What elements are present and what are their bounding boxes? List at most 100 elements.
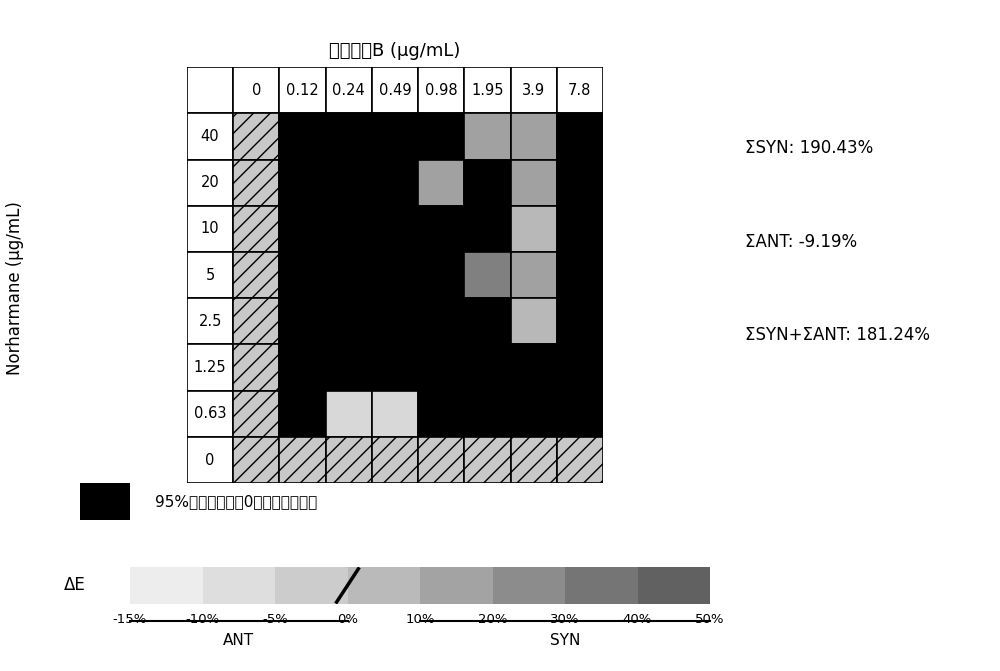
Bar	[233, 160, 279, 206]
Bar	[511, 437, 557, 483]
Text: ΔE: ΔE	[64, 576, 86, 595]
Text: 0.98: 0.98	[425, 83, 458, 98]
Bar	[279, 344, 326, 391]
Bar	[557, 160, 603, 206]
Text: 5: 5	[205, 268, 215, 282]
Text: 30%: 30%	[550, 613, 580, 626]
Text: 2.5: 2.5	[198, 314, 222, 329]
Bar	[511, 391, 557, 437]
Text: 10%: 10%	[405, 613, 435, 626]
Bar	[233, 391, 279, 437]
Bar	[511, 67, 557, 113]
Bar	[326, 160, 372, 206]
Bar	[557, 67, 603, 113]
Text: ΣANT: -9.19%: ΣANT: -9.19%	[745, 233, 857, 250]
Text: 20%: 20%	[478, 613, 507, 626]
Text: 40%: 40%	[623, 613, 652, 626]
Bar	[187, 298, 233, 344]
Bar	[372, 298, 418, 344]
Bar	[279, 160, 326, 206]
Bar	[638, 567, 710, 604]
Text: 0: 0	[252, 83, 261, 98]
Bar	[464, 298, 511, 344]
Bar	[464, 391, 511, 437]
Text: 40: 40	[201, 129, 219, 144]
Bar	[511, 298, 557, 344]
Bar	[418, 113, 464, 160]
Text: 0.63: 0.63	[194, 406, 226, 421]
Text: -5%: -5%	[262, 613, 288, 626]
Bar	[279, 298, 326, 344]
Bar	[187, 67, 233, 113]
Bar	[187, 252, 233, 298]
Bar	[326, 67, 372, 113]
Bar	[464, 344, 511, 391]
Bar	[511, 344, 557, 391]
Bar	[418, 391, 464, 437]
Bar	[233, 252, 279, 298]
Bar	[187, 437, 233, 483]
Text: SYN: SYN	[550, 633, 580, 648]
Bar	[557, 437, 603, 483]
Text: 0.49: 0.49	[379, 83, 411, 98]
Text: 95%置信区间包含0，无统计学意义: 95%置信区间包含0，无统计学意义	[155, 495, 317, 509]
Bar	[511, 252, 557, 298]
Bar	[202, 567, 275, 604]
Text: -15%: -15%	[113, 613, 147, 626]
Text: ANT: ANT	[223, 633, 254, 648]
Text: ΣSYN+ΣANT: 181.24%: ΣSYN+ΣANT: 181.24%	[745, 327, 930, 344]
Text: 0%: 0%	[337, 613, 358, 626]
Bar	[418, 206, 464, 252]
Bar	[279, 67, 326, 113]
Bar	[464, 252, 511, 298]
Bar	[464, 67, 511, 113]
Bar	[418, 67, 464, 113]
Bar	[187, 344, 233, 391]
Bar	[187, 160, 233, 206]
Bar	[279, 113, 326, 160]
Bar	[326, 437, 372, 483]
Text: ΣSYN: 190.43%: ΣSYN: 190.43%	[745, 139, 873, 156]
Bar	[557, 391, 603, 437]
Text: -10%: -10%	[185, 613, 220, 626]
Bar	[492, 567, 565, 604]
Text: 7.8: 7.8	[568, 83, 592, 98]
Bar	[275, 567, 348, 604]
Bar	[372, 391, 418, 437]
Bar	[372, 437, 418, 483]
Text: 3.9: 3.9	[522, 83, 545, 98]
Bar	[187, 113, 233, 160]
Bar	[557, 206, 603, 252]
Bar	[187, 391, 233, 437]
Bar	[557, 252, 603, 298]
Bar	[557, 344, 603, 391]
Bar	[418, 252, 464, 298]
Bar	[233, 206, 279, 252]
Bar	[557, 298, 603, 344]
Bar	[233, 344, 279, 391]
Bar	[418, 298, 464, 344]
Text: 多粘菌素B (μg/mL): 多粘菌素B (μg/mL)	[329, 42, 461, 60]
Text: 50%: 50%	[695, 613, 725, 626]
Bar	[233, 298, 279, 344]
Text: 1.25: 1.25	[194, 360, 226, 375]
Bar	[372, 67, 418, 113]
Bar	[464, 113, 511, 160]
Bar	[418, 437, 464, 483]
Bar	[326, 252, 372, 298]
Bar	[420, 567, 492, 604]
Text: 10: 10	[201, 221, 219, 236]
Text: 0.12: 0.12	[286, 83, 319, 98]
Bar	[557, 113, 603, 160]
Bar	[372, 206, 418, 252]
Bar	[418, 344, 464, 391]
Text: 1.95: 1.95	[471, 83, 504, 98]
Bar	[511, 113, 557, 160]
Bar	[565, 567, 638, 604]
Bar	[233, 113, 279, 160]
Text: 0: 0	[205, 452, 215, 468]
Bar	[418, 160, 464, 206]
Text: Norharmane (μg/mL): Norharmane (μg/mL)	[6, 201, 24, 376]
Bar	[372, 113, 418, 160]
Bar	[464, 206, 511, 252]
